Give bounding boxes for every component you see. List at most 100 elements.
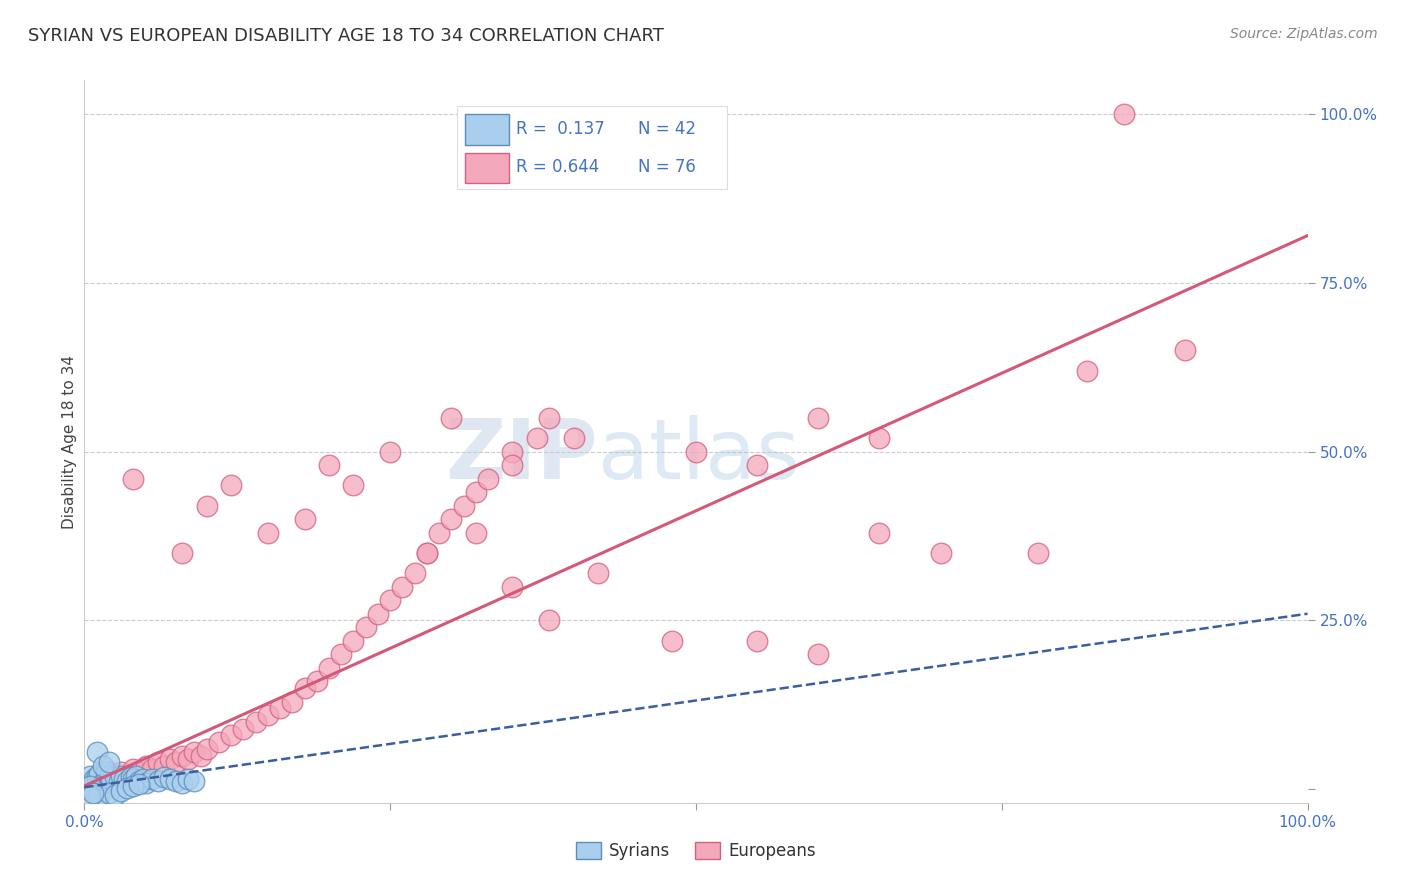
Point xyxy=(416,546,439,560)
Y-axis label: Disability Age 18 to 34: Disability Age 18 to 34 xyxy=(62,354,77,529)
Point xyxy=(440,512,463,526)
Point xyxy=(172,775,194,789)
Point xyxy=(86,770,108,784)
Point xyxy=(79,769,101,783)
Point xyxy=(165,756,187,770)
Point xyxy=(502,580,524,594)
Point xyxy=(380,444,402,458)
Point xyxy=(195,741,218,756)
Point xyxy=(83,786,105,800)
Point xyxy=(86,769,108,783)
Text: N = 76: N = 76 xyxy=(638,158,696,176)
Point xyxy=(120,770,142,784)
Point xyxy=(807,647,830,661)
Point xyxy=(135,758,157,772)
Point xyxy=(586,566,609,581)
Point xyxy=(257,525,280,540)
Point xyxy=(416,546,439,560)
Point xyxy=(562,431,585,445)
Point xyxy=(132,772,155,787)
Point xyxy=(87,767,110,781)
Point xyxy=(1028,546,1050,560)
Point xyxy=(464,525,486,540)
Point xyxy=(245,714,267,729)
Point xyxy=(354,620,377,634)
Point xyxy=(318,458,340,472)
Point xyxy=(122,472,145,486)
Point xyxy=(502,444,524,458)
Point xyxy=(453,499,475,513)
Point xyxy=(97,756,120,770)
Point xyxy=(128,777,150,791)
Point xyxy=(112,772,135,787)
Point xyxy=(747,633,769,648)
Point xyxy=(1114,107,1136,121)
Point xyxy=(294,512,316,526)
Point xyxy=(87,789,110,803)
Point xyxy=(177,772,200,787)
Point xyxy=(330,647,353,661)
Point xyxy=(219,478,242,492)
Point xyxy=(122,772,145,787)
Point xyxy=(929,546,952,560)
Point xyxy=(159,772,181,787)
Point xyxy=(110,765,132,780)
Point xyxy=(91,775,114,789)
Text: atlas: atlas xyxy=(598,416,800,497)
Point xyxy=(141,762,163,776)
Point xyxy=(427,525,450,540)
Point xyxy=(538,411,561,425)
Point xyxy=(869,525,891,540)
FancyBboxPatch shape xyxy=(457,105,727,189)
Point xyxy=(190,748,212,763)
Point xyxy=(125,769,148,783)
Point xyxy=(1174,343,1197,358)
Text: Source: ZipAtlas.com: Source: ZipAtlas.com xyxy=(1230,27,1378,41)
Point xyxy=(135,775,157,789)
Text: SYRIAN VS EUROPEAN DISABILITY AGE 18 TO 34 CORRELATION CHART: SYRIAN VS EUROPEAN DISABILITY AGE 18 TO … xyxy=(28,27,664,45)
Point xyxy=(128,765,150,780)
Point xyxy=(195,499,218,513)
Point xyxy=(122,779,145,793)
Point xyxy=(1076,364,1098,378)
Legend: Syrians, Europeans: Syrians, Europeans xyxy=(569,835,823,867)
Point xyxy=(153,770,176,784)
Point xyxy=(661,633,683,648)
Point xyxy=(110,784,132,798)
Point xyxy=(86,745,108,759)
Point xyxy=(477,472,499,486)
Point xyxy=(183,774,205,789)
Point xyxy=(869,431,891,445)
Point xyxy=(318,661,340,675)
Point xyxy=(159,752,181,766)
Point xyxy=(110,769,132,783)
Point xyxy=(82,786,104,800)
Point xyxy=(146,756,169,770)
Text: R = 0.644: R = 0.644 xyxy=(516,158,599,176)
Point xyxy=(104,788,127,802)
Point xyxy=(153,758,176,772)
Point xyxy=(146,774,169,789)
Text: R =  0.137: R = 0.137 xyxy=(516,120,605,138)
Point xyxy=(122,762,145,776)
Point xyxy=(380,593,402,607)
Point xyxy=(96,765,118,780)
Point xyxy=(685,444,707,458)
Point xyxy=(342,478,364,492)
Point xyxy=(257,708,280,723)
Point xyxy=(79,775,101,789)
Point xyxy=(342,633,364,648)
FancyBboxPatch shape xyxy=(465,114,509,145)
Point xyxy=(747,458,769,472)
Point xyxy=(91,758,114,772)
Point xyxy=(538,614,561,628)
Point xyxy=(115,780,138,795)
Point xyxy=(83,772,105,787)
Point xyxy=(79,779,101,793)
FancyBboxPatch shape xyxy=(465,153,509,183)
Point xyxy=(172,748,194,763)
Point xyxy=(208,735,231,749)
Point xyxy=(177,752,200,766)
Point xyxy=(100,772,122,787)
Point xyxy=(97,786,120,800)
